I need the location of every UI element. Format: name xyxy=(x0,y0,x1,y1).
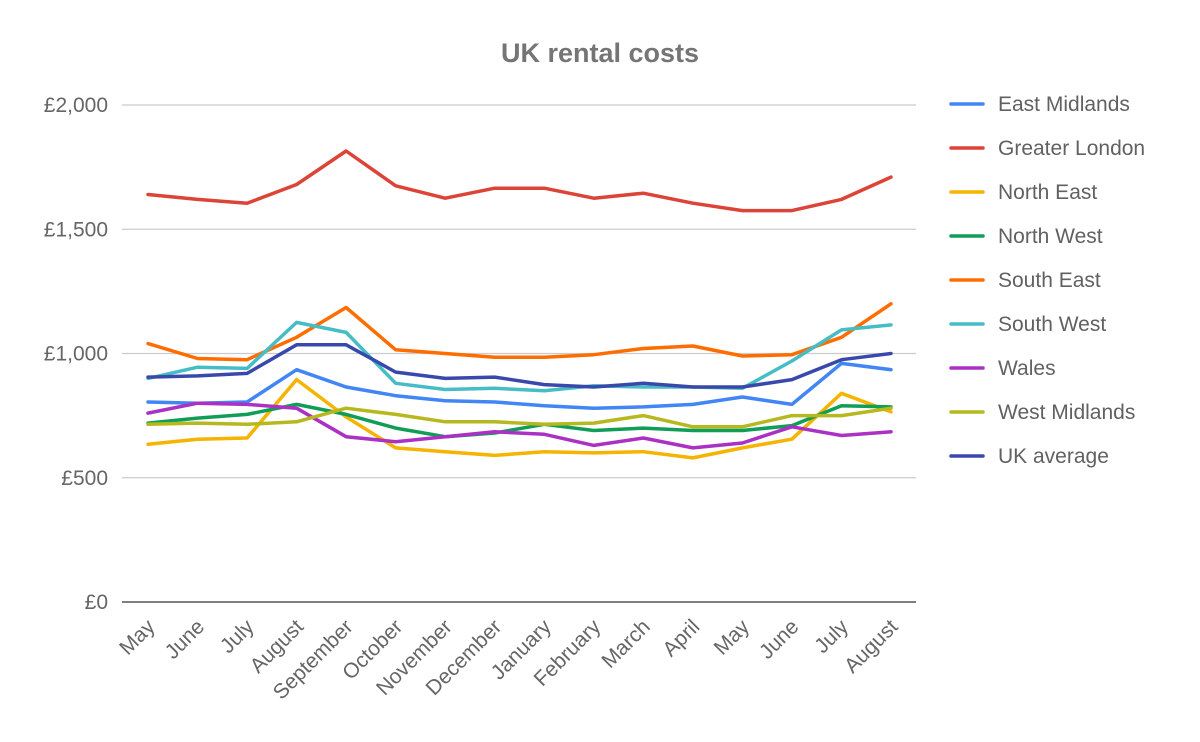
legend-label: North East xyxy=(998,181,1097,204)
x-tick-label: August xyxy=(840,615,903,678)
legend-label: North West xyxy=(998,225,1103,248)
x-tick-label: April xyxy=(658,615,704,661)
legend-label: UK average xyxy=(998,445,1109,468)
y-axis-tick-labels: £0 £500 £1,000 £1,500 £2,000 xyxy=(44,94,108,614)
y-tick-label: £0 xyxy=(85,591,108,614)
y-tick-label: £1,500 xyxy=(44,218,108,241)
legend-label: East Midlands xyxy=(998,93,1130,116)
legend-item-wales: Wales xyxy=(949,357,1056,380)
x-tick-label: June xyxy=(161,615,209,663)
series-line-wales xyxy=(146,401,893,450)
series-line-uk-average xyxy=(146,343,893,389)
x-axis-tick-labels: May June JulyAugustSeptemberOctoberNovembe… xyxy=(115,615,902,704)
series-line-south-west xyxy=(146,320,893,393)
x-tick-label: July xyxy=(216,615,259,658)
x-tick-label: March xyxy=(597,615,655,673)
x-tick-label: July xyxy=(810,615,853,658)
gridlines xyxy=(122,104,916,603)
series-line-south-east xyxy=(146,302,893,362)
x-tick-label: May xyxy=(710,615,755,660)
y-tick-label: £2,000 xyxy=(44,94,108,117)
series-line-west-midlands xyxy=(146,406,893,429)
legend-item-north-west: North West xyxy=(949,225,1103,248)
series-line-greater-london xyxy=(146,149,893,213)
series-lines xyxy=(146,149,893,460)
chart-title: UK rental costs xyxy=(501,38,699,68)
x-tick-label: June xyxy=(755,615,803,663)
legend-item-north-east: North East xyxy=(949,181,1097,204)
legend-label: South East xyxy=(998,269,1101,292)
series-line-east-midlands xyxy=(146,361,893,410)
legend-item-greater-london: Greater London xyxy=(949,137,1145,160)
legend-item-south-east: South East xyxy=(949,269,1101,292)
legend-item-east-midlands: East Midlands xyxy=(949,93,1130,116)
x-tick-label: May xyxy=(115,615,160,660)
legend-item-south-west: South West xyxy=(949,313,1106,336)
legend-label: Wales xyxy=(998,357,1056,380)
legend-label: South West xyxy=(998,313,1106,336)
legend-label: Greater London xyxy=(998,137,1145,160)
legend-item-uk-average: UK average xyxy=(949,445,1109,468)
legend: East Midlands Greater London North East Nor… xyxy=(949,93,1145,468)
y-tick-label: £500 xyxy=(61,467,108,490)
y-tick-label: £1,000 xyxy=(44,343,108,366)
legend-item-west-midlands: West Midlands xyxy=(949,401,1135,424)
series-line-north-west xyxy=(146,402,893,439)
legend-label: West Midlands xyxy=(998,401,1135,424)
